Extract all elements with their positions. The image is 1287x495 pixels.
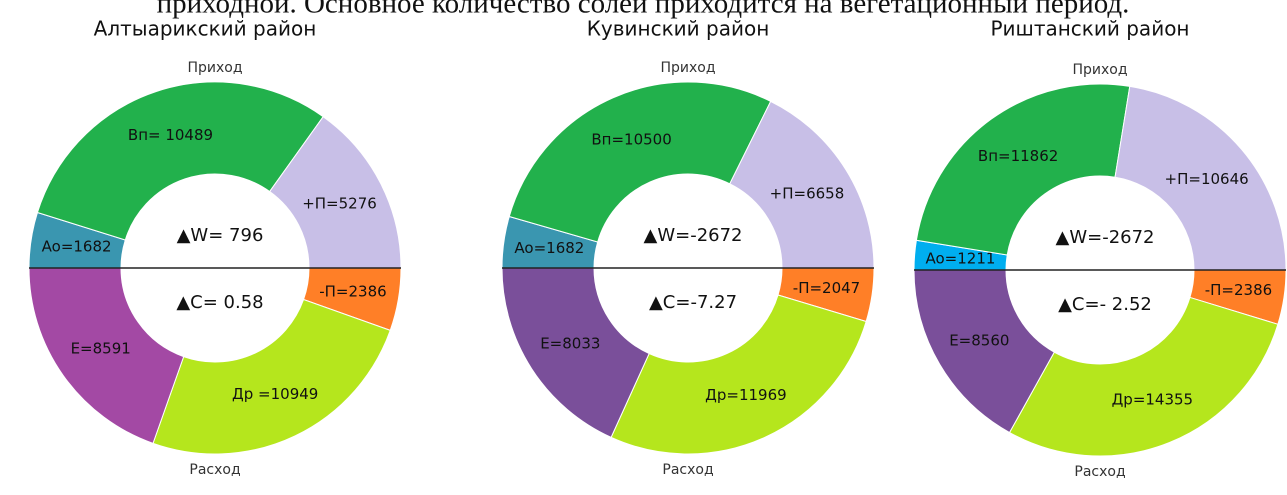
chart-title: Риштанский район	[990, 17, 1189, 41]
slice-label: E=8560	[949, 331, 1009, 349]
donut-slice	[915, 83, 1131, 256]
half-label: Приход	[1072, 62, 1127, 78]
donut-slice	[152, 298, 391, 455]
donut-slice	[36, 81, 324, 241]
half-label: Расход	[662, 462, 713, 478]
slice-label: Вп= 10489	[128, 126, 213, 144]
slice-label: E=8591	[71, 339, 131, 357]
donut-slice	[501, 267, 650, 439]
slice-label: -П=2047	[793, 279, 860, 297]
donut-slice	[1008, 296, 1279, 457]
slice-label: Ao=1682	[42, 237, 112, 255]
slice-label: Ao=1682	[514, 239, 584, 257]
center-text: ▲C= 0.58	[176, 292, 263, 313]
donut-slice	[729, 100, 875, 269]
donut-slice	[508, 81, 772, 243]
slice-label: Др =10949	[232, 385, 318, 403]
slice-label: Ao=1211	[925, 249, 995, 267]
caption: приходной. Основное количество солей при…	[157, 0, 1130, 20]
half-label: Расход	[1074, 464, 1125, 480]
donut-slice	[610, 294, 867, 455]
donut-slice	[28, 267, 185, 444]
slice-label: Др=14355	[1112, 390, 1194, 408]
center-text: ▲C=-7.27	[649, 292, 737, 313]
center-text: ▲W=-2672	[1055, 227, 1154, 248]
donut-slice	[1114, 85, 1287, 271]
center-text: ▲W=-2672	[643, 225, 742, 246]
chart-title: Алтыарикский район	[94, 17, 317, 41]
slice-label: +П=6658	[770, 185, 845, 203]
half-label: Приход	[660, 60, 715, 76]
slice-label: E=8033	[540, 334, 600, 352]
half-label: Расход	[189, 462, 240, 478]
center-text: ▲W= 796	[177, 225, 264, 246]
slice-label: -П=2386	[1205, 281, 1272, 299]
half-label: Приход	[187, 60, 242, 76]
slice-label: Др=11969	[705, 386, 787, 404]
center-text: ▲C=- 2.52	[1058, 294, 1152, 315]
slice-label: +П=5276	[302, 194, 377, 212]
slice-label: Вп=11862	[978, 147, 1058, 165]
slice-label: Вп=10500	[591, 130, 671, 148]
chart-title: Кувинский район	[587, 17, 770, 41]
slice-label: -П=2386	[319, 282, 386, 300]
donut-slice	[913, 269, 1055, 434]
slice-label: +П=10646	[1165, 170, 1249, 188]
